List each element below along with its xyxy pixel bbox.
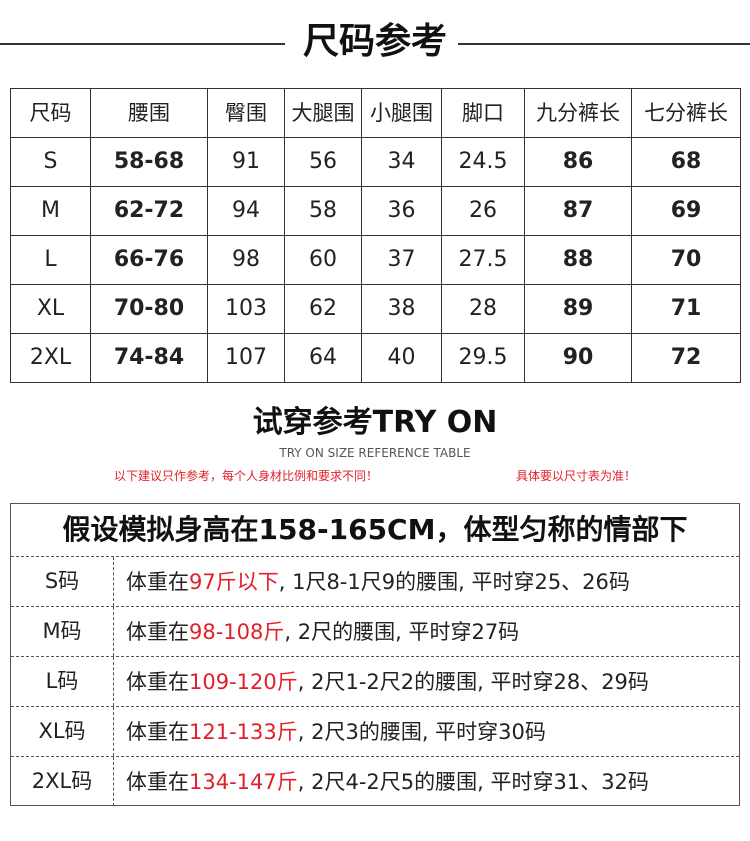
table-cell: 40 <box>361 333 442 383</box>
table-cell: 70-80 <box>90 284 208 334</box>
table-cell: 36 <box>361 186 442 236</box>
table-cell: 24.5 <box>441 137 525 187</box>
size-label: L码 <box>11 657 114 706</box>
table-cell: 27.5 <box>441 235 525 285</box>
section-title: 尺码参考 <box>0 14 750 70</box>
table-cell: 66-76 <box>90 235 208 285</box>
table-cell: S <box>10 137 91 187</box>
table-cell: 28 <box>441 284 525 334</box>
table-cell: 56 <box>284 137 362 187</box>
try-on-row: L码 体重在109-120斤, 2尺1-2尺2的腰围, 平时穿28、29码 <box>11 657 739 707</box>
weight-range: 98-108斤 <box>189 619 285 644</box>
try-on-row: S码 体重在97斤以下, 1尺8-1尺9的腰围, 平时穿25、26码 <box>11 557 739 607</box>
table-cell: 60 <box>284 235 362 285</box>
table-cell: 37 <box>361 235 442 285</box>
table-cell: 74-84 <box>90 333 208 383</box>
table-cell: 68 <box>631 137 741 187</box>
table-row: 2XL 74-84 107 64 40 29.5 90 72 <box>10 333 741 383</box>
table-cell: 88 <box>524 235 632 285</box>
table-cell: 29.5 <box>441 333 525 383</box>
size-label: 2XL码 <box>11 757 114 806</box>
table-cell: 87 <box>524 186 632 236</box>
table-cell: 62 <box>284 284 362 334</box>
table-cell: 38 <box>361 284 442 334</box>
table-cell: L <box>10 235 91 285</box>
table-cell: 小腿围 <box>361 88 442 138</box>
size-label: XL码 <box>11 707 114 756</box>
table-cell: 九分裤长 <box>524 88 632 138</box>
weight-range: 109-120斤 <box>189 669 298 694</box>
table-cell: 91 <box>207 137 285 187</box>
table-cell: 26 <box>441 186 525 236</box>
size-description: 体重在134-147斤, 2尺4-2尺5的腰围, 平时穿31、32码 <box>114 769 649 795</box>
table-cell: 臀围 <box>207 88 285 138</box>
table-cell: 98 <box>207 235 285 285</box>
desc-suffix: , 2尺3的腰围, 平时穿30码 <box>297 719 546 744</box>
table-cell: 34 <box>361 137 442 187</box>
table-cell: 七分裤长 <box>631 88 741 138</box>
table-row: L 66-76 98 60 37 27.5 88 70 <box>10 235 741 285</box>
try-on-title: 试穿参考TRY ON <box>252 405 498 440</box>
desc-prefix: 体重在 <box>126 719 189 744</box>
try-on-subtitle: TRY ON SIZE REFERENCE TABLE <box>279 446 471 460</box>
table-cell: 69 <box>631 186 741 236</box>
size-description: 体重在97斤以下, 1尺8-1尺9的腰围, 平时穿25、26码 <box>114 569 630 595</box>
table-header-row: 尺码 腰围 臀围 大腿围 小腿围 脚口 九分裤长 七分裤长 <box>10 88 741 138</box>
size-description: 体重在98-108斤, 2尺的腰围, 平时穿27码 <box>114 619 519 645</box>
desc-suffix: , 1尺8-1尺9的腰围, 平时穿25、26码 <box>278 569 630 594</box>
table-cell: 58 <box>284 186 362 236</box>
note-right: 具体要以尺寸表为准！ <box>516 469 637 483</box>
desc-suffix: , 2尺1-2尺2的腰围, 平时穿28、29码 <box>297 669 649 694</box>
try-on-row: 2XL码 体重在134-147斤, 2尺4-2尺5的腰围, 平时穿31、32码 <box>11 757 739 806</box>
table-cell: 大腿围 <box>284 88 362 138</box>
desc-prefix: 体重在 <box>126 569 189 594</box>
try-on-box-title: 假设模拟身高在158-165CM，体型匀称的情部下 <box>11 504 739 557</box>
note-left: 以下建议只作参考，每个人身材比例和要求不同！ <box>114 469 379 483</box>
table-cell: 94 <box>207 186 285 236</box>
table-cell: M <box>10 186 91 236</box>
page-title: 尺码参考 <box>302 21 447 62</box>
try-on-box: 假设模拟身高在158-165CM，体型匀称的情部下 S码 体重在97斤以下, 1尺… <box>10 503 740 806</box>
divider <box>458 43 750 45</box>
table-cell: XL <box>10 284 91 334</box>
size-description: 体重在109-120斤, 2尺1-2尺2的腰围, 平时穿28、29码 <box>114 669 649 695</box>
table-cell: 58-68 <box>90 137 208 187</box>
table-row: XL 70-80 103 62 38 28 89 71 <box>10 284 741 334</box>
weight-range: 97斤以下 <box>189 569 279 594</box>
desc-prefix: 体重在 <box>126 669 189 694</box>
divider <box>0 43 285 45</box>
table-cell: 腰围 <box>90 88 208 138</box>
desc-suffix: , 2尺4-2尺5的腰围, 平时穿31、32码 <box>297 769 649 794</box>
size-label: M码 <box>11 607 114 656</box>
table-cell: 71 <box>631 284 741 334</box>
size-label: S码 <box>11 557 114 606</box>
table-cell: 2XL <box>10 333 91 383</box>
table-cell: 62-72 <box>90 186 208 236</box>
table-cell: 脚口 <box>441 88 525 138</box>
size-description: 体重在121-133斤, 2尺3的腰围, 平时穿30码 <box>114 719 546 745</box>
table-row: S 58-68 91 56 34 24.5 86 68 <box>10 137 741 187</box>
table-cell: 72 <box>631 333 741 383</box>
table-cell: 64 <box>284 333 362 383</box>
size-table: 尺码 腰围 臀围 大腿围 小腿围 脚口 九分裤长 七分裤长 S 58-68 91 56 34 24.5 86… <box>10 88 741 383</box>
table-cell: 103 <box>207 284 285 334</box>
table-row: M 62-72 94 58 36 26 87 69 <box>10 186 741 236</box>
desc-suffix: , 2尺的腰围, 平时穿27码 <box>284 619 520 644</box>
table-cell: 70 <box>631 235 741 285</box>
table-cell: 90 <box>524 333 632 383</box>
table-cell: 86 <box>524 137 632 187</box>
try-on-row: XL码 体重在121-133斤, 2尺3的腰围, 平时穿30码 <box>11 707 739 757</box>
weight-range: 134-147斤 <box>189 769 298 794</box>
table-cell: 89 <box>524 284 632 334</box>
desc-prefix: 体重在 <box>126 769 189 794</box>
table-cell: 107 <box>207 333 285 383</box>
table-cell: 尺码 <box>10 88 91 138</box>
desc-prefix: 体重在 <box>126 619 189 644</box>
try-on-row: M码 体重在98-108斤, 2尺的腰围, 平时穿27码 <box>11 607 739 657</box>
weight-range: 121-133斤 <box>189 719 298 744</box>
